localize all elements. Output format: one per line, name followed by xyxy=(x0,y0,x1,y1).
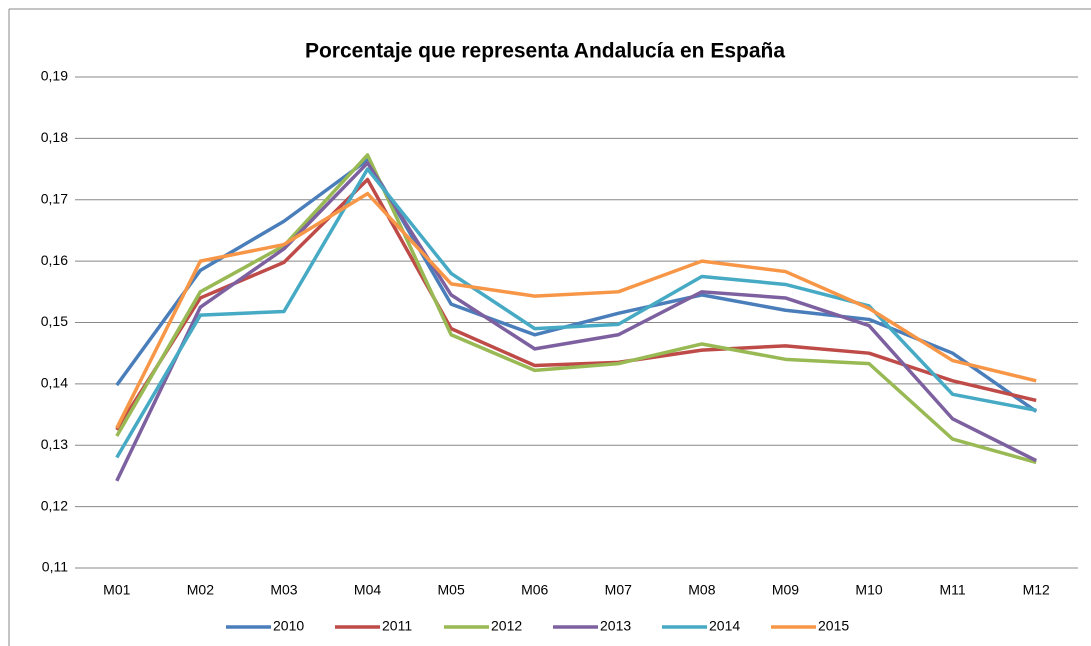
chart-title: Porcentaje que representa Andalucía en E… xyxy=(305,40,785,63)
series-line xyxy=(115,167,1037,459)
y-tick-label: 0,15 xyxy=(41,313,68,329)
y-tick-label: 0,12 xyxy=(41,497,68,513)
series-line xyxy=(115,158,1038,413)
x-tick-label: M10 xyxy=(855,582,882,598)
series-line xyxy=(115,161,1037,482)
y-tick-label: 0,14 xyxy=(41,375,68,391)
series-line xyxy=(115,153,1037,465)
x-tick-label: M03 xyxy=(270,582,297,598)
x-tick-label: M11 xyxy=(940,582,966,598)
y-tick-label: 0,11 xyxy=(42,559,68,575)
legend-label: 2015 xyxy=(818,618,849,634)
y-tick-label: 0,16 xyxy=(41,252,68,268)
x-tick-label: M07 xyxy=(605,582,632,598)
x-tick-label: M08 xyxy=(688,582,715,598)
x-tick-label: M04 xyxy=(354,582,381,598)
x-tick-label: M09 xyxy=(772,582,799,598)
legend-label: 2010 xyxy=(273,618,304,634)
legend-label: 2011 xyxy=(382,618,412,634)
x-tick-label: M02 xyxy=(187,582,214,598)
x-tick-label: M06 xyxy=(521,582,548,598)
x-tick-label: M12 xyxy=(1023,582,1050,598)
legend-label: 2013 xyxy=(600,618,631,634)
series-line xyxy=(115,191,1037,429)
series-line xyxy=(115,177,1037,431)
legend-label: 2012 xyxy=(491,618,522,634)
y-tick-label: 0,17 xyxy=(41,190,68,206)
y-tick-label: 0,19 xyxy=(41,68,68,84)
legend-label: 2014 xyxy=(709,618,740,634)
y-tick-label: 0,13 xyxy=(41,436,68,452)
x-tick-label: M01 xyxy=(103,582,130,598)
x-tick-label: M05 xyxy=(438,582,465,598)
y-tick-label: 0,18 xyxy=(41,129,68,145)
